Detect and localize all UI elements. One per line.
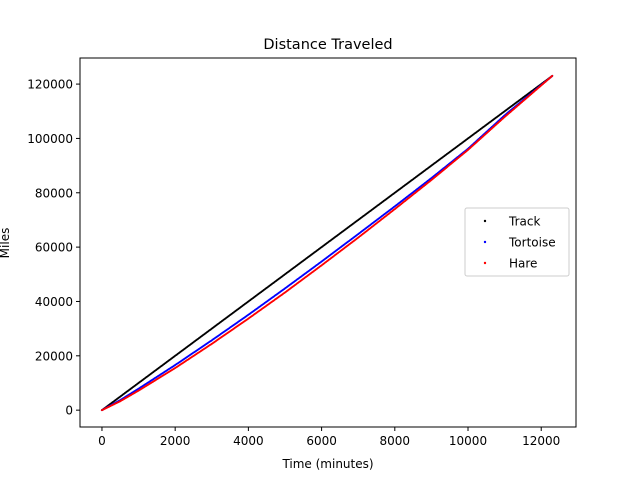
y-axis-ticks: 0 20000 40000 60000 80000 100000 120000: [27, 78, 80, 418]
x-tick-label: 0: [98, 434, 106, 448]
x-tick-label: 10000: [449, 434, 487, 448]
y-tick-label: 80000: [35, 186, 73, 200]
y-tick-label: 0: [65, 404, 73, 418]
legend-marker-hare: [483, 261, 487, 265]
x-axis-label: Time (minutes): [281, 457, 373, 471]
legend: Track Tortoise Hare: [464, 207, 570, 277]
legend-marker-track: [483, 219, 487, 223]
x-tick-label: 4000: [233, 434, 264, 448]
plot-points: [100, 74, 554, 412]
legend-marker-tortoise: [483, 240, 487, 244]
legend-label-tortoise: Tortoise: [508, 236, 556, 250]
y-tick-label: 40000: [35, 295, 73, 309]
legend-frame: [464, 207, 570, 277]
chart-title: Distance Traveled: [263, 37, 392, 53]
x-tick-label: 6000: [306, 434, 337, 448]
y-tick-label: 60000: [35, 241, 73, 255]
y-tick-label: 120000: [27, 78, 73, 92]
x-tick-label: 8000: [380, 434, 411, 448]
plot-frame: [79, 57, 577, 428]
y-axis-label: Miles: [0, 228, 12, 259]
x-tick-label: 2000: [160, 434, 191, 448]
x-axis-ticks: 0 2000 4000 6000 8000 10000 12000: [98, 427, 560, 448]
legend-label-hare: Hare: [509, 257, 537, 271]
y-tick-label: 20000: [35, 349, 73, 363]
point-hare: [551, 74, 554, 77]
legend-label-track: Track: [508, 215, 540, 229]
x-tick-label: 12000: [522, 434, 560, 448]
y-tick-label: 100000: [27, 132, 73, 146]
